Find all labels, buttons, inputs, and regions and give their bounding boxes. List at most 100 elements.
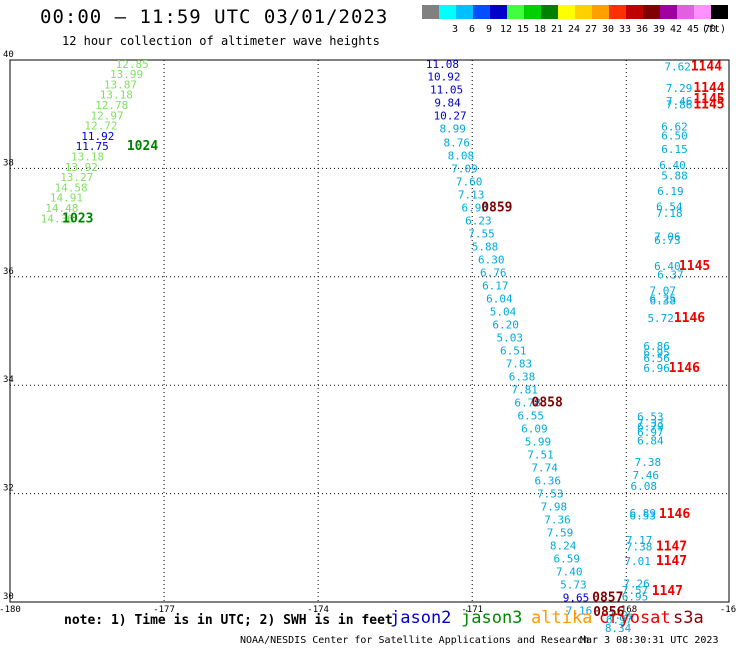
wave-height-value: 6.53	[637, 411, 664, 424]
colorbar-bin	[507, 5, 524, 19]
wave-height-value: 6.51	[500, 345, 527, 358]
wave-height-value: 8.08	[448, 149, 475, 162]
credit-line: NOAA/NESDIS Center for Satellite Applica…	[240, 635, 590, 646]
wave-height-value: 6.08	[630, 480, 657, 493]
wave-height-value: 7.53	[537, 488, 564, 501]
colorbar-bin	[422, 5, 439, 19]
colorbar-tick-label: 70	[704, 24, 716, 35]
wave-height-value: 5.88	[661, 169, 688, 182]
pass-time-label: 0858	[532, 396, 563, 411]
wave-height-value: 6.78	[514, 397, 541, 410]
y-tick-label: 40	[3, 50, 14, 60]
colorbar-tick-label: 3	[452, 24, 458, 35]
wave-height-value: 14.91	[50, 192, 83, 205]
wave-height-value: 6.56	[643, 352, 670, 365]
legend-s3a: s3a	[673, 608, 704, 628]
wave-height-colorbar: 3 6 9 12 15 18 21 24 27 30 33 36 39 42 45 70(ft)	[422, 5, 728, 35]
pass-time-label: 1023	[62, 211, 93, 226]
wave-height-value: 8.76	[444, 136, 471, 149]
footer-note: note: 1) Time is in UTC; 2) SWH is in fe…	[64, 613, 393, 628]
wave-height-value: 7.38	[635, 456, 662, 469]
wave-height-value: 6.84	[637, 434, 664, 447]
colorbar-tick-label: 39	[653, 24, 665, 35]
wave-height-value: 13.92	[65, 161, 98, 174]
wave-height-value: 7.46	[666, 95, 693, 108]
wave-height-value: 6.04	[486, 292, 513, 305]
wave-height-value: 13.87	[104, 78, 137, 91]
wave-height-value: 6.97	[637, 426, 664, 439]
wave-height-value: 7.74	[531, 462, 558, 475]
wave-height-value: 6.53	[629, 509, 656, 522]
colorbar-tick-label: 36	[636, 24, 648, 35]
wave-height-value: 8.99	[439, 122, 466, 135]
x-tick-label: -16	[720, 605, 736, 615]
wave-height-value: 7.83	[506, 358, 533, 371]
wave-height-value: 6.15	[661, 143, 688, 156]
wave-height-value: 5.99	[525, 436, 552, 449]
wave-height-value: 12.78	[95, 99, 128, 112]
wave-height-value: 6.89	[629, 507, 656, 520]
wave-height-value: 10.92	[427, 70, 460, 83]
colorbar-bin	[524, 5, 541, 19]
wave-height-value: 8.34	[605, 622, 632, 635]
wave-height-value: 7.36	[544, 514, 571, 527]
pass-time-label: 1146	[659, 507, 690, 522]
x-tick-label: -180	[0, 605, 21, 615]
wave-height-value: 6.38	[509, 371, 536, 384]
wave-height-value: 8.24	[550, 540, 577, 553]
colorbar-tick-label: 21	[551, 24, 563, 35]
pass-time-label: 1146	[674, 311, 705, 326]
colorbar-bin	[592, 5, 609, 19]
wave-height-value: 10.27	[434, 109, 467, 122]
wave-height-value: 7.38	[626, 541, 653, 554]
wave-height-value: 7.17	[626, 534, 653, 547]
wave-height-value: 5.88	[472, 240, 499, 253]
wave-height-value: 6.30	[478, 253, 505, 266]
colorbar-bin	[558, 5, 575, 19]
colorbar-bin	[473, 5, 490, 19]
wave-height-value: 9.65	[563, 592, 590, 605]
page-subtitle: 12 hour collection of altimeter wave hei…	[62, 34, 380, 48]
wave-height-value: 6.25	[649, 292, 676, 305]
wave-height-value: 7.57	[622, 584, 649, 597]
x-tick-label: -171	[461, 605, 483, 615]
wave-height-value: 7.59	[547, 527, 574, 540]
wave-height-value: 7.46	[633, 469, 660, 482]
colorbar-tick-label: 27	[585, 24, 597, 35]
pass-time-label: 1145	[693, 92, 724, 107]
legend-cryosat: cryosat	[599, 608, 671, 628]
wave-height-value: 6.37	[657, 269, 684, 282]
pass-time-label: 1144	[693, 81, 724, 96]
colorbar-bin	[575, 5, 592, 19]
wave-height-value: 14.48	[45, 202, 78, 215]
y-tick-label: 32	[3, 484, 14, 494]
colorbar-tick-label: 18	[534, 24, 546, 35]
y-tick-label: 30	[3, 592, 14, 602]
wave-height-value: 6.20	[492, 318, 519, 331]
wave-height-value: 7.33	[637, 417, 664, 430]
wave-height-value: 5.72	[647, 312, 674, 325]
wave-height-value: 7.98	[541, 501, 568, 514]
colorbar-bin	[711, 5, 728, 19]
pass-time-label: 1147	[656, 554, 687, 569]
colorbar-tick-label: 30	[602, 24, 614, 35]
wave-height-value: 6.62	[661, 121, 688, 134]
wave-height-value: 7.29	[666, 82, 693, 95]
wave-height-value: 6.96	[643, 362, 670, 375]
wave-height-value: 6.59	[553, 553, 580, 566]
wave-height-value: 7.09	[451, 162, 478, 175]
y-tick-label: 38	[3, 158, 14, 168]
colorbar-tick-label: 42	[670, 24, 682, 35]
wave-height-value: 6.95	[622, 591, 649, 604]
wave-height-value: 12.72	[84, 120, 117, 133]
wave-height-value: 11.75	[76, 140, 109, 153]
colorbar-bin	[626, 5, 643, 19]
wave-height-value: 13.18	[100, 89, 133, 102]
wave-height-value: 7.86	[666, 98, 693, 111]
colorbar-bin	[660, 5, 677, 19]
wave-height-value: 6.40	[654, 260, 681, 273]
colorbar-unit: (ft)	[702, 24, 726, 35]
legend-jason2: jason2	[390, 608, 452, 628]
pass-time-label: 1147	[652, 584, 683, 599]
